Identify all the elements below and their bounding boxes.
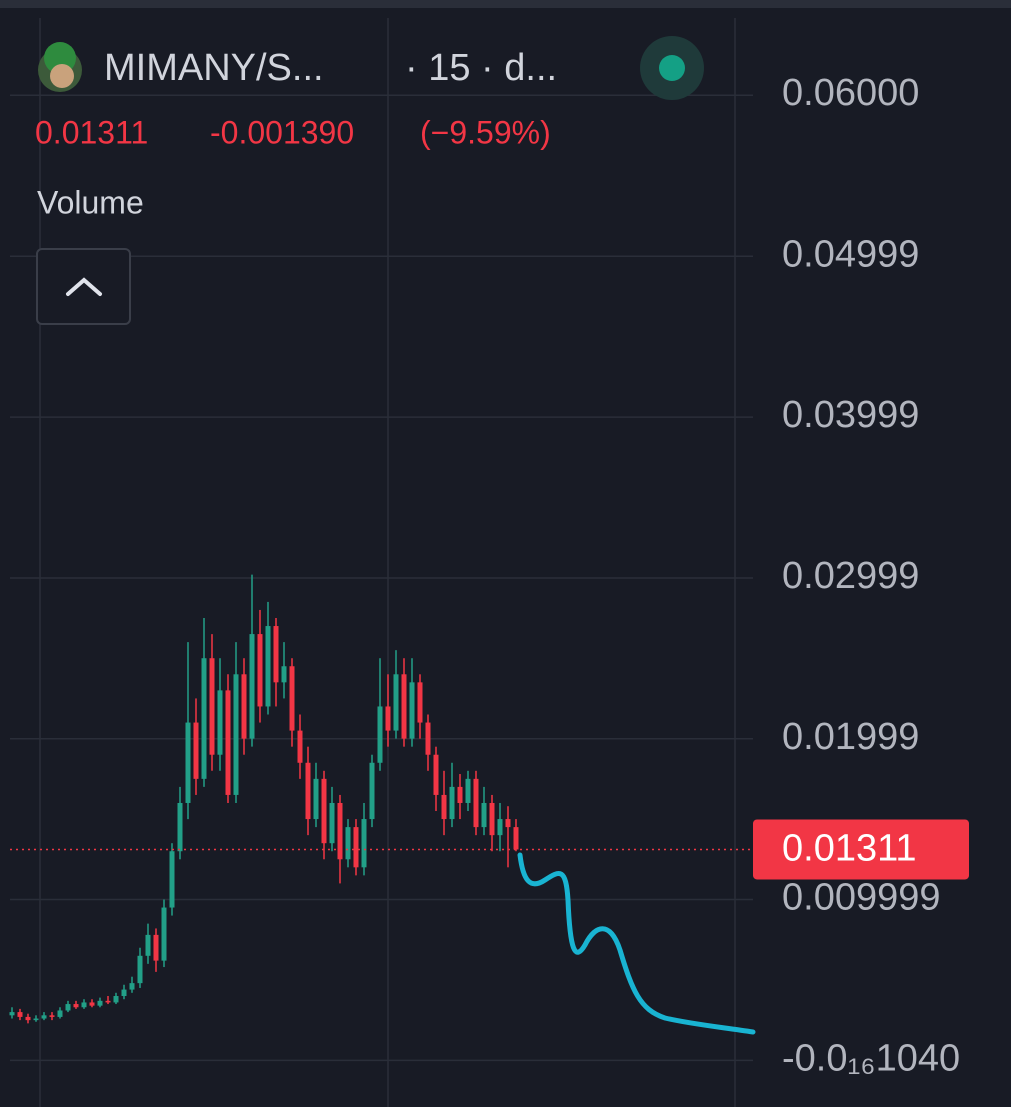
candle-body [161,907,167,961]
candle-body [169,851,175,908]
candle-body [121,989,127,997]
candle-body [185,722,191,803]
y-tick-label: 0.04999 [782,233,919,275]
candle-body [273,626,279,683]
interval: · 15 · d... [405,47,557,89]
collapse-button[interactable] [36,248,131,325]
candle-body [201,658,207,779]
candle-body [89,1002,95,1006]
candle-body [25,1016,31,1021]
candle-body [305,762,311,820]
y-tick-label: 0.06000 [782,72,919,114]
candle-body [489,802,495,836]
price-tag [753,819,969,880]
grid [10,18,753,1107]
candle-body [409,682,415,739]
candle-body [49,1015,55,1017]
candle-body [145,934,151,956]
last-price: 0.01311 [35,114,148,150]
candle-body [153,934,159,961]
candle-body [33,1018,39,1021]
candle-body [113,996,119,1003]
status-dot [659,55,685,81]
candle-body [193,722,199,779]
candle-body [329,802,335,844]
candle-body [209,658,215,755]
top-bar [0,0,1011,8]
candle-body [249,634,255,739]
price-axis: 0.06000 0.04999 0.03999 0.02999 0.01999 0.009… [753,72,969,1079]
symbol-icon-face [50,64,74,88]
y-tick-label: 0.01999 [782,716,919,758]
candle-body [337,802,343,860]
candle-body [137,955,143,984]
candle-body [321,778,327,844]
candle-body [505,819,511,828]
candle-body [73,1004,79,1008]
candle-body [417,682,423,723]
candle-body [377,706,383,763]
candle-body [401,674,407,739]
candle-body [513,827,519,850]
candle-body [105,1000,111,1003]
candle-body [297,730,303,763]
candle-body [257,634,263,707]
candle-body [433,754,439,795]
candle-body [449,786,455,820]
candle-body [465,778,471,803]
candle-body [473,778,479,828]
candle-body [481,802,487,828]
header: MIMANY/S... · 15 · d... 0.01311 -0.00139… [35,36,704,325]
candle-body [457,786,463,803]
candle-body [233,674,239,795]
candle-body [441,794,447,820]
candle-body [353,827,359,868]
candle-body [41,1015,47,1019]
y-tick-label: -0.0₁₆1040 [782,1037,960,1079]
candle-body [17,1012,23,1017]
candle-body [225,690,231,795]
candle-body [265,626,271,707]
candle-body [129,983,135,990]
candle-body [177,802,183,852]
candle-body [65,1004,71,1011]
candle-body [497,819,503,836]
candle-body [81,1002,87,1008]
candle-body [217,690,223,755]
y-tick-label: 0.02999 [782,555,919,597]
candle-body [345,827,351,860]
indicator: Volume [37,184,144,220]
price-tag-label: 0.01311 [782,827,917,869]
candle-body [313,778,319,820]
symbol: MIMANY/S... [104,47,324,89]
y-tick-label: 0.03999 [782,394,919,436]
candle-body [57,1010,63,1017]
change-pct: (−9.59%) [420,114,551,150]
y-tick-label: 0.009999 [782,877,941,919]
candle-body [97,1000,103,1006]
candle-body [289,666,295,731]
candle-body [369,762,375,820]
candle-body [393,674,399,731]
candle-body [241,674,247,739]
candle-body [281,666,287,683]
plot [9,574,753,1024]
drawn-line [517,852,756,1035]
chevron-icon [66,277,102,296]
candle-body [361,819,367,868]
change: -0.001390 [210,114,354,150]
candle-body [425,722,431,755]
candle-body [385,706,391,731]
candle-body [9,1012,15,1016]
